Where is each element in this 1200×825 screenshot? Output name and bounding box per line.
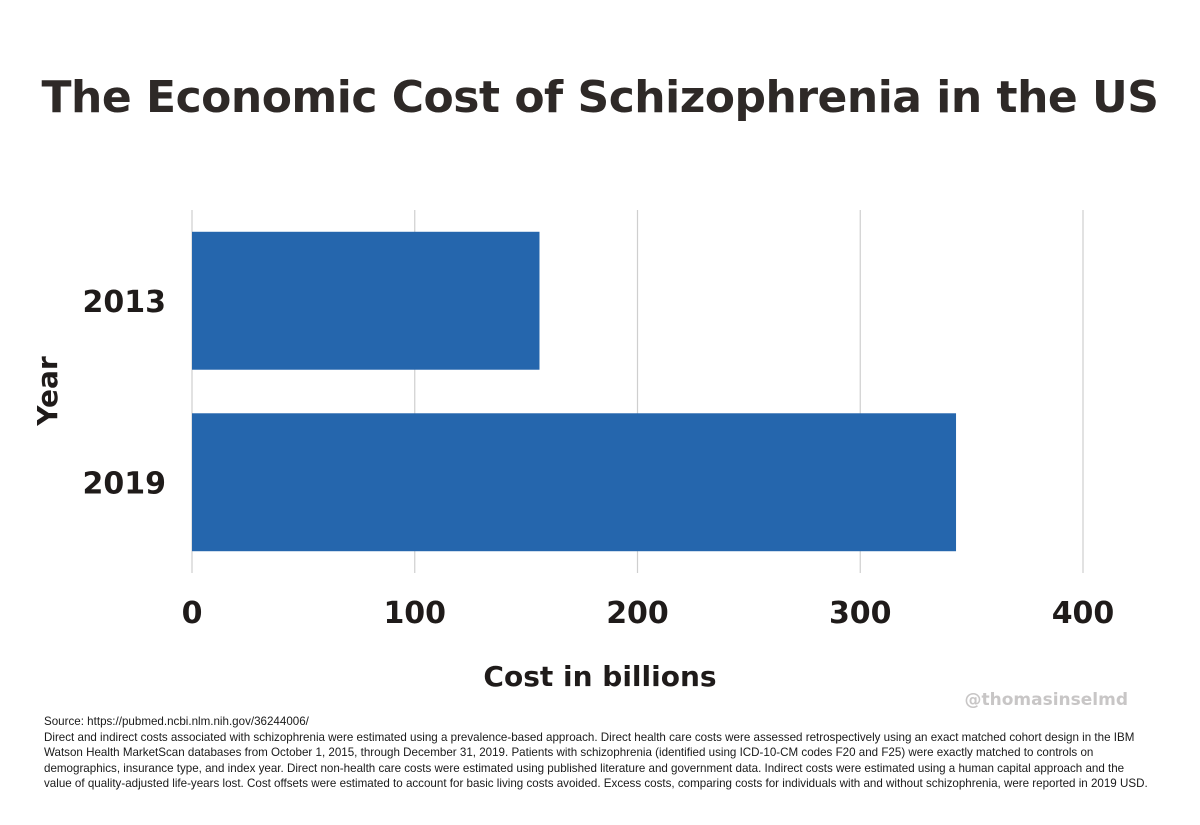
source-line: Source: https://pubmed.ncbi.nlm.nih.gov/… <box>44 715 309 728</box>
bar-2013 <box>192 231 540 370</box>
y-category-labels: 2013 2019 <box>83 285 167 502</box>
x-tick-label-400: 400 <box>1052 596 1115 631</box>
bars <box>192 231 957 552</box>
author-handle: @thomasinselmd <box>964 690 1128 710</box>
source-footnote: Source: https://pubmed.ncbi.nlm.nih.gov/… <box>44 714 1154 792</box>
y-category-label-2019: 2019 <box>83 466 167 501</box>
x-tick-label-0: 0 <box>182 596 203 631</box>
y-category-label-2013: 2013 <box>83 285 167 320</box>
x-tick-label-300: 300 <box>829 596 892 631</box>
x-tick-label-200: 200 <box>606 596 669 631</box>
bar-2019 <box>192 413 957 552</box>
x-tick-label-100: 100 <box>383 596 446 631</box>
x-tick-labels: 0 100 200 300 400 <box>182 596 1115 631</box>
chart-title: The Economic Cost of Schizophrenia in th… <box>41 72 1159 123</box>
y-axis-title: Year <box>31 356 64 427</box>
x-axis-title: Cost in billions <box>483 660 716 693</box>
methodology-text: Direct and indirect costs associated wit… <box>44 730 1148 791</box>
